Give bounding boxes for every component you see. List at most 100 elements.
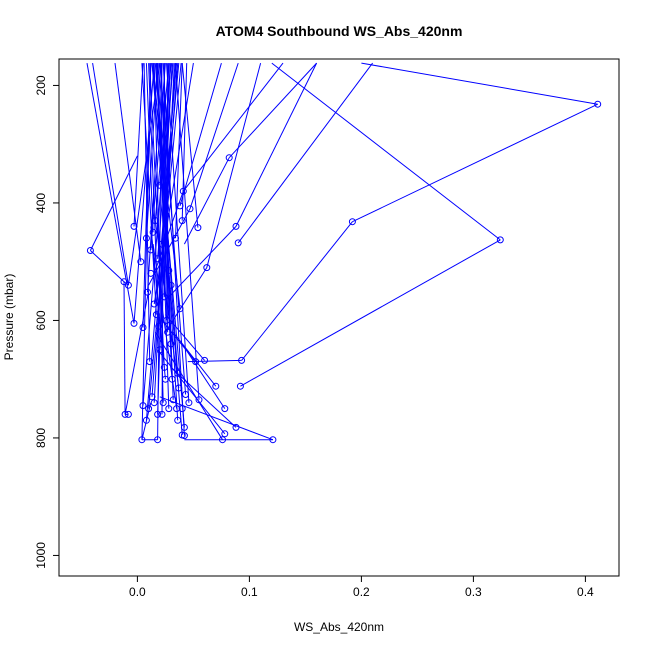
series-line-segment <box>152 244 178 409</box>
series-line-segment <box>179 62 222 207</box>
data-point <box>144 288 151 296</box>
series-line-segment <box>361 62 598 105</box>
data-point <box>221 405 229 413</box>
series-line-segment <box>235 62 318 227</box>
data-point <box>130 319 138 327</box>
series-line-segment <box>237 62 374 244</box>
data-point <box>225 154 233 162</box>
data-point <box>178 431 186 439</box>
data-point <box>139 402 147 410</box>
series-line-segment <box>182 62 284 192</box>
data-point <box>173 405 181 413</box>
series-line-segment <box>90 250 125 283</box>
data-point <box>180 423 188 431</box>
data-point <box>124 281 132 289</box>
data-point <box>182 391 190 398</box>
data-point <box>138 436 146 444</box>
series-line-segment <box>149 63 165 368</box>
series-line-segment <box>89 155 138 251</box>
series-line-segment <box>153 63 194 305</box>
y-tick-label: 800 <box>34 428 48 448</box>
series-line-segment <box>271 62 501 241</box>
data-point <box>163 316 170 324</box>
series-line-segment <box>153 63 173 403</box>
data-point <box>86 247 94 254</box>
data-point <box>212 382 220 390</box>
plot-lines <box>86 62 598 441</box>
x-tick-label: 0.2 <box>353 585 370 599</box>
series-line-segment <box>141 402 152 440</box>
data-point <box>161 375 169 383</box>
series-line-segment <box>148 63 182 409</box>
data-point <box>232 423 240 431</box>
series-line-segment <box>166 63 190 403</box>
series-line-segment <box>241 221 353 361</box>
data-point <box>120 278 128 286</box>
chart-title: ATOM4 Southbound WS_Abs_420nm <box>216 23 463 39</box>
series-line-segment <box>145 63 178 421</box>
data-point <box>172 234 179 242</box>
data-point <box>151 217 159 225</box>
data-point <box>152 311 160 319</box>
data-point <box>159 399 167 407</box>
series-line-segment <box>148 63 160 327</box>
series-line-segment <box>86 63 135 324</box>
data-point <box>201 356 209 364</box>
data-point <box>130 222 138 230</box>
x-tick-label: 0.1 <box>241 585 258 599</box>
data-point <box>160 293 168 301</box>
data-point <box>594 100 602 108</box>
x-tick-label: 0.3 <box>465 585 482 599</box>
data-point <box>147 246 155 254</box>
series-line-segment <box>206 62 262 268</box>
y-tick-label: 400 <box>34 193 48 213</box>
data-point <box>232 222 240 230</box>
y-tick-label: 600 <box>34 310 48 330</box>
series-line-segment <box>240 239 501 387</box>
data-point <box>156 346 164 354</box>
x-axis: 0.0 0.1 0.2 0.3 0.4 <box>129 575 594 599</box>
data-point <box>142 234 150 242</box>
data-point <box>174 369 182 377</box>
data-point <box>176 202 184 210</box>
data-point <box>165 267 173 274</box>
series-line-segment <box>160 63 174 400</box>
data-point <box>160 363 168 371</box>
data-point <box>174 416 182 424</box>
y-tick-label: 200 <box>34 75 48 95</box>
data-point <box>167 281 175 289</box>
y-axis-label: Pressure (mbar) <box>2 274 16 361</box>
series-line-segment <box>181 63 199 228</box>
data-point <box>496 236 504 244</box>
data-point <box>148 393 156 401</box>
series-line-segment <box>183 157 230 245</box>
x-tick-label: 0.4 <box>577 585 594 599</box>
data-point <box>150 300 158 308</box>
series-line-segment <box>123 281 126 415</box>
series-line-segment <box>159 396 274 441</box>
data-point <box>158 240 166 248</box>
data-point <box>156 181 164 189</box>
data-point <box>179 187 187 195</box>
data-point <box>124 410 132 418</box>
data-point <box>168 375 176 383</box>
data-point <box>142 416 150 424</box>
series-line-segment <box>157 349 226 435</box>
data-point <box>234 239 242 247</box>
series-line-segment <box>181 343 226 409</box>
series-line-segment <box>161 320 196 362</box>
series-line-segment <box>352 103 598 223</box>
data-point <box>175 384 183 392</box>
series-line-segment <box>133 63 144 227</box>
data-point <box>147 269 155 277</box>
data-point <box>150 399 158 407</box>
data-point <box>155 322 163 330</box>
y-axis: 200 400 600 800 1000 <box>34 75 60 569</box>
data-point <box>192 358 200 366</box>
data-point <box>161 211 169 219</box>
data-point <box>154 410 162 418</box>
data-point <box>145 405 153 413</box>
series-line-segment <box>165 314 205 361</box>
plot-points <box>86 100 602 444</box>
